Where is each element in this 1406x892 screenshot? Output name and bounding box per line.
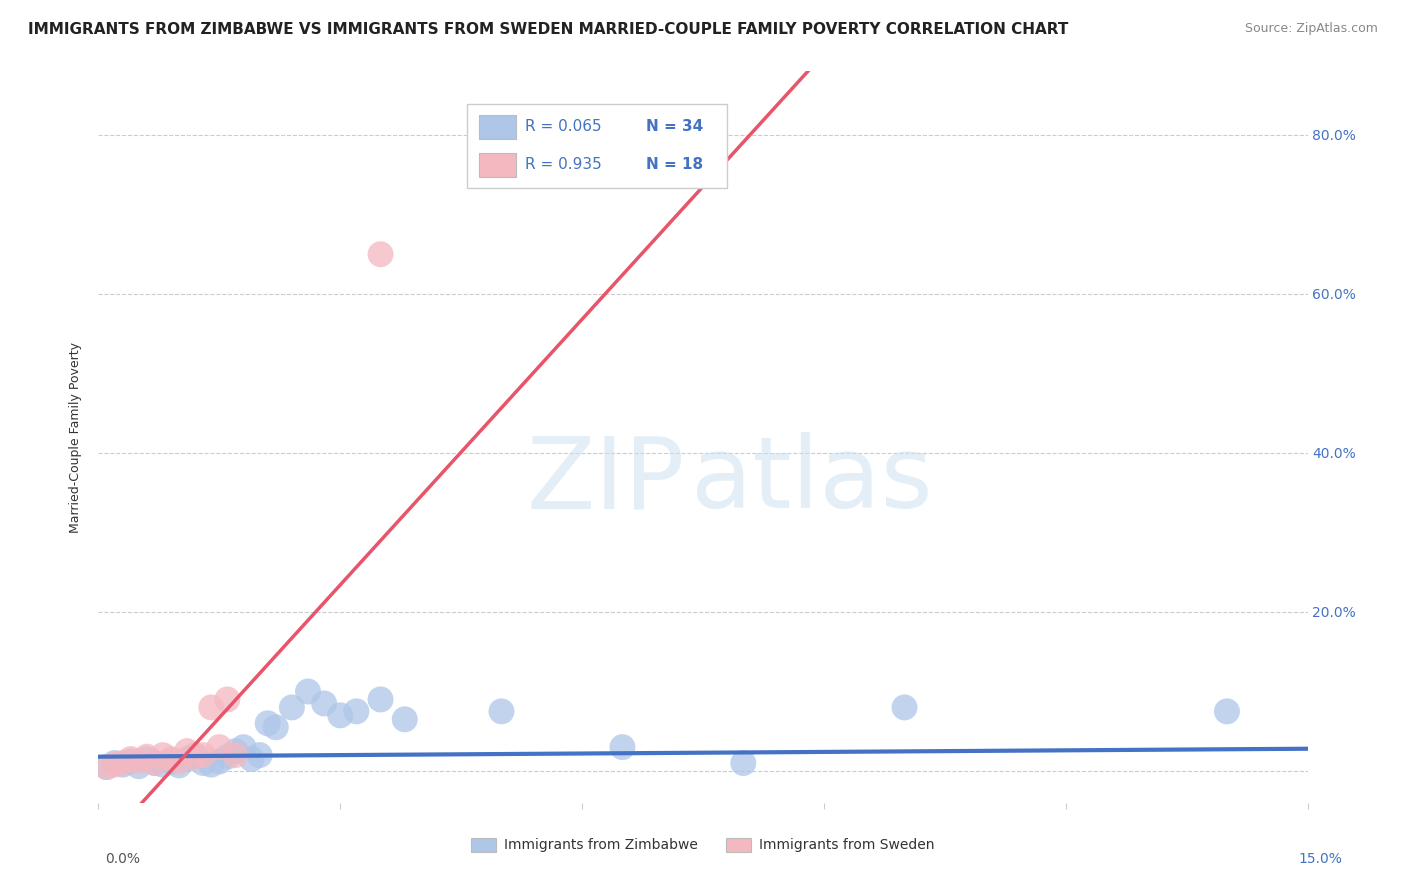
Text: IMMIGRANTS FROM ZIMBABWE VS IMMIGRANTS FROM SWEDEN MARRIED-COUPLE FAMILY POVERTY: IMMIGRANTS FROM ZIMBABWE VS IMMIGRANTS F… — [28, 22, 1069, 37]
Point — [249, 748, 271, 763]
Point — [208, 755, 231, 769]
Point — [256, 716, 278, 731]
Point — [111, 756, 134, 770]
Point — [167, 758, 190, 772]
Point — [370, 247, 392, 261]
Point — [111, 757, 134, 772]
Point — [281, 700, 304, 714]
Text: 0.0%: 0.0% — [105, 852, 141, 866]
Point — [224, 744, 246, 758]
Point — [167, 755, 190, 769]
Point — [143, 756, 166, 770]
Point — [240, 752, 263, 766]
Text: R = 0.935: R = 0.935 — [526, 157, 602, 172]
Point — [96, 760, 118, 774]
Point — [135, 752, 157, 766]
Point — [176, 752, 198, 766]
Point — [200, 757, 222, 772]
Point — [224, 748, 246, 763]
Point — [491, 705, 513, 719]
Point — [394, 712, 416, 726]
Y-axis label: Married-Couple Family Poverty: Married-Couple Family Poverty — [69, 342, 83, 533]
Point — [128, 755, 150, 769]
Point — [120, 755, 142, 769]
Point — [143, 756, 166, 770]
Text: N = 18: N = 18 — [647, 157, 703, 172]
Point — [193, 748, 215, 763]
Text: atlas: atlas — [690, 433, 932, 530]
Point — [329, 708, 352, 723]
Point — [314, 697, 336, 711]
Point — [120, 752, 142, 766]
Point — [96, 760, 118, 774]
Point — [160, 752, 183, 766]
Point — [217, 749, 239, 764]
Legend: Immigrants from Zimbabwe, Immigrants from Sweden: Immigrants from Zimbabwe, Immigrants fro… — [465, 832, 941, 858]
Point — [264, 720, 287, 734]
Text: N = 34: N = 34 — [647, 119, 703, 134]
Point — [103, 756, 125, 770]
Point — [184, 749, 207, 764]
Point — [176, 744, 198, 758]
Point — [160, 755, 183, 769]
Point — [135, 749, 157, 764]
Point — [370, 692, 392, 706]
Point — [612, 740, 634, 755]
Point — [208, 740, 231, 755]
Point — [200, 700, 222, 714]
Point — [152, 748, 174, 763]
Point — [344, 705, 367, 719]
Point — [733, 756, 755, 770]
Point — [297, 684, 319, 698]
Point — [193, 756, 215, 770]
Text: ZIP: ZIP — [526, 433, 685, 530]
Point — [217, 692, 239, 706]
Bar — [479, 153, 516, 178]
Text: 15.0%: 15.0% — [1299, 852, 1343, 866]
FancyBboxPatch shape — [467, 104, 727, 188]
Point — [1216, 705, 1239, 719]
Point — [128, 759, 150, 773]
Text: R = 0.065: R = 0.065 — [526, 119, 602, 134]
Bar — [479, 115, 516, 139]
Point — [893, 700, 915, 714]
Point — [184, 748, 207, 763]
Point — [232, 740, 254, 755]
Point — [103, 757, 125, 772]
Point — [152, 757, 174, 772]
Text: Source: ZipAtlas.com: Source: ZipAtlas.com — [1244, 22, 1378, 36]
